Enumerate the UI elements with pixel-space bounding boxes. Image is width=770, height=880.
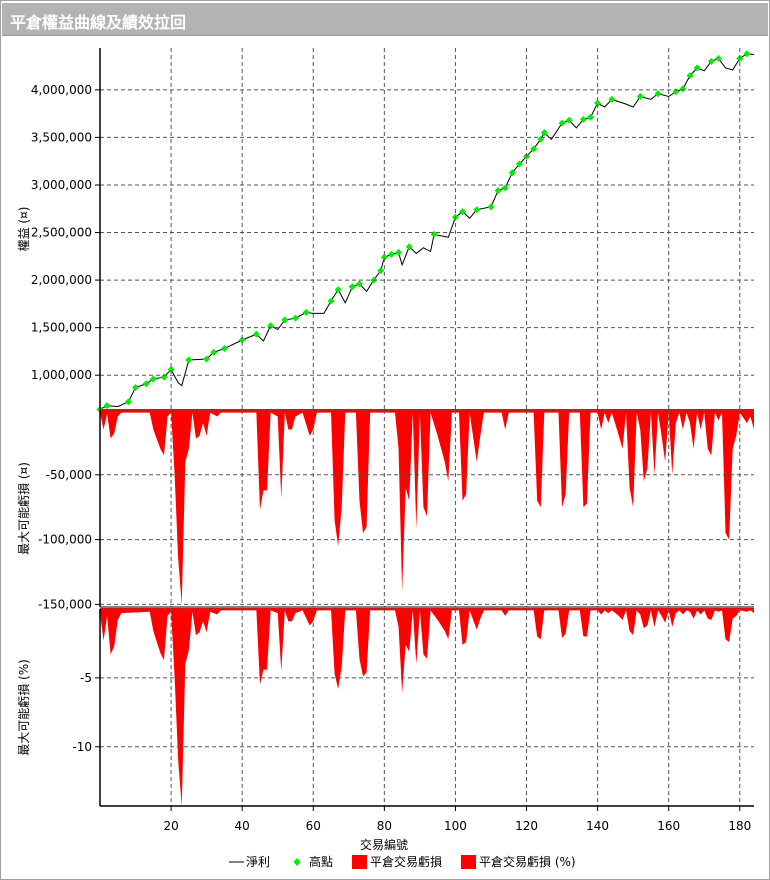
high-point-marker	[587, 113, 594, 121]
high-point-marker	[579, 115, 587, 123]
y-tick-label: 3,000,000	[31, 178, 92, 192]
high-point-marker	[594, 99, 602, 107]
y-axis-label: 最大可能虧損 (%)	[16, 659, 31, 756]
x-tick-label: 100	[444, 819, 467, 833]
y-tick-label: -50,000	[46, 468, 92, 482]
high-point-marker	[714, 54, 722, 62]
high-point-marker	[565, 116, 573, 124]
high-point-marker	[693, 64, 701, 72]
high-point-marker	[124, 398, 132, 406]
legend: 淨利 高點 平倉交易虧損 平倉交易虧損 (%)	[229, 854, 576, 869]
y-tick-label: 2,000,000	[31, 273, 92, 287]
high-point-marker	[220, 345, 228, 353]
y-tick-label: 4,000,000	[31, 83, 92, 97]
high-point-marker	[267, 322, 275, 330]
legend-label: 平倉交易虧損 (%)	[479, 854, 576, 869]
y-tick-label: -100,000	[38, 533, 92, 547]
high-point-marker	[743, 50, 751, 58]
high-point-marker	[405, 243, 413, 251]
high-point-marker	[380, 253, 388, 261]
high-point-marker	[185, 356, 193, 364]
title-bar: 平倉權益曲線及績效拉回	[2, 3, 768, 36]
x-tick-label: 20	[163, 819, 178, 833]
x-tick-label: 120	[515, 819, 538, 833]
high-point-marker	[348, 283, 356, 291]
high-point-marker	[487, 203, 495, 211]
high-point-marker	[608, 95, 616, 103]
high-point-marker	[377, 267, 385, 275]
x-tick-label: 180	[728, 819, 751, 833]
chart-title: 平倉權益曲線及績效拉回	[10, 13, 187, 32]
high-point-marker	[473, 206, 481, 214]
legend-label: 平倉交易虧損	[370, 854, 442, 869]
high-point-marker	[540, 129, 548, 137]
y-tick-label: 2,500,000	[31, 226, 92, 240]
legend-label: 高點	[309, 854, 333, 869]
x-tick-label: 40	[235, 819, 250, 833]
legend-area-swatch	[461, 855, 476, 869]
high-point-marker	[334, 286, 342, 294]
panel-1: 1,000,000 1,500,000 2,000,000 2,500,000 3,00…	[17, 48, 755, 413]
drawdown-area	[100, 410, 754, 605]
high-point-marker	[132, 384, 140, 392]
high-point-marker	[672, 88, 680, 96]
high-point-marker	[238, 336, 246, 344]
high-point-marker	[530, 145, 538, 153]
high-point-marker	[167, 365, 175, 373]
y-axis-label: 最大可能虧損 (¤)	[16, 462, 31, 555]
legend-diamond-swatch	[293, 858, 301, 866]
high-point-marker	[494, 187, 502, 195]
drawdown-area	[100, 609, 754, 806]
x-tick-label: 60	[306, 819, 321, 833]
high-point-marker	[707, 57, 715, 65]
high-point-marker	[558, 119, 566, 127]
y-tick-label: -10	[72, 740, 92, 754]
y-tick-label: 1,500,000	[31, 321, 92, 335]
high-point-marker	[210, 348, 218, 356]
high-point-marker	[291, 314, 299, 322]
high-point-marker	[149, 375, 157, 383]
y-tick-label: 1,000,000	[31, 368, 92, 382]
high-point-marker	[430, 230, 438, 238]
high-point-marker	[203, 355, 211, 363]
high-point-marker	[636, 93, 644, 101]
x-tick-label: 80	[377, 819, 392, 833]
y-axis-label: 權益 (¤)	[17, 207, 31, 252]
high-point-marker	[252, 330, 260, 338]
high-point-marker	[395, 248, 403, 256]
y-tick-label: -5	[80, 671, 92, 685]
high-point-marker	[327, 297, 335, 305]
y-tick-label: -150,000	[38, 597, 92, 611]
legend-label: 淨利	[246, 855, 270, 869]
high-point-marker	[501, 184, 509, 192]
high-point-marker	[142, 380, 150, 388]
high-point-marker	[302, 308, 310, 316]
x-tick-label: 140	[586, 819, 609, 833]
high-point-marker	[654, 90, 662, 98]
high-point-marker	[387, 250, 395, 258]
high-point-marker	[679, 85, 687, 93]
high-point-marker	[508, 169, 516, 177]
panel-2: -50,000 -100,000 -150,000 最大可能虧損 (¤)	[16, 409, 754, 611]
high-point-marker	[103, 402, 111, 410]
equity-line	[99, 53, 755, 410]
legend-area-swatch	[352, 855, 367, 869]
panel-3: -5 -10 最大可能虧損 (%)	[16, 608, 754, 806]
high-point-marker	[355, 280, 363, 288]
x-axis-label: 交易編號	[360, 837, 408, 852]
high-point-marker	[281, 316, 289, 324]
y-tick-label: 3,500,000	[31, 130, 92, 144]
high-point-marker	[686, 72, 694, 80]
high-point-marker	[515, 160, 523, 168]
x-tick-label: 160	[657, 819, 680, 833]
high-point-marker	[459, 208, 467, 216]
